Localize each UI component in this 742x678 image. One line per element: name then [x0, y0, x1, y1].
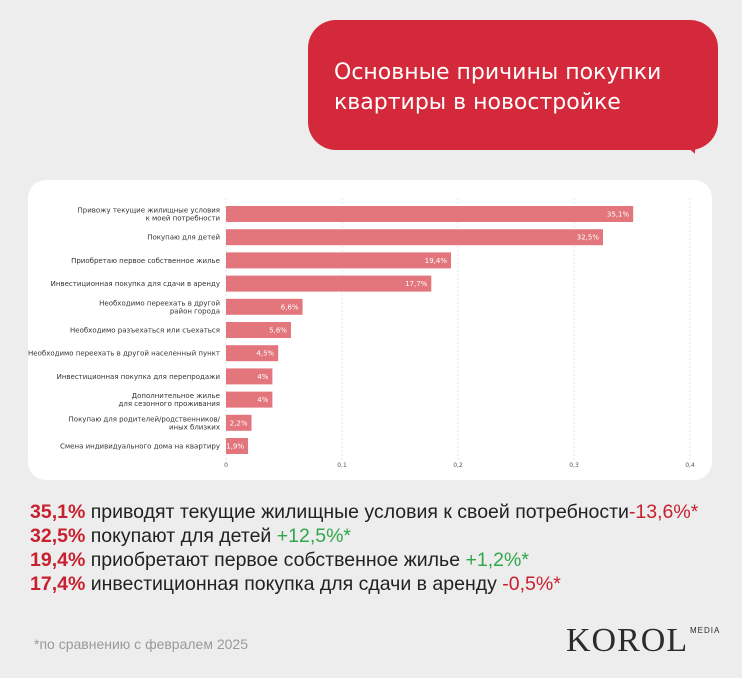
- bar-value-label-7: 4%: [257, 373, 268, 381]
- category-label-10: Смена индивидуального дома на квартиру: [60, 443, 220, 451]
- x-tick-label-3: 0,3: [569, 462, 579, 469]
- bar-6: [226, 345, 279, 362]
- footnote: *по сравнению с февралем 2025: [34, 636, 248, 652]
- bar-10: [226, 438, 249, 454]
- bar-3: [226, 275, 432, 292]
- bar-value-label-4: 6,6%: [281, 303, 299, 311]
- summary-line-3: 19,4% приобретают первое собственное жил…: [30, 548, 720, 572]
- bar-chart: 0 0,1 0,2 0,3 0,4 35,1% Привожу текущие жилищн…: [28, 198, 695, 469]
- category-label-6: Необходимо переехать в другой населенный…: [28, 350, 220, 358]
- bar-7: [226, 368, 273, 385]
- summary-block: 35,1% приводят текущие жилищные условия …: [30, 500, 720, 596]
- korol-logo: KOROL: [566, 622, 689, 659]
- x-tick-label-4: 0,4: [685, 462, 695, 469]
- category-label-1: Покупаю для детей: [147, 234, 220, 242]
- x-tick-label-1: 0,1: [337, 462, 347, 469]
- bar-4: [226, 298, 303, 315]
- bar-value-label-10: 1,9%: [226, 443, 244, 451]
- summary-pct-3: 19,4%: [30, 549, 86, 571]
- bar-value-label-8: 4%: [257, 396, 268, 404]
- bar-value-label-6: 4,5%: [256, 350, 274, 358]
- bar-value-label-1: 32,5%: [577, 234, 600, 242]
- summary-text-1: приводят текущие жилищные условия к свое…: [85, 501, 629, 523]
- bar-8: [226, 391, 273, 408]
- bar-5: [226, 322, 291, 338]
- page-title: Основные причины покупки квартиры в ново…: [334, 60, 662, 115]
- category-label-2: Приобретаю первое собственное жилье: [71, 257, 220, 265]
- summary-line-1: 35,1% приводят текущие жилищные условия …: [30, 500, 720, 524]
- category-label-3: Инвестиционная покупка для сдачи в аренд…: [51, 280, 220, 288]
- category-label-4: Необходимо переехать в другой район город…: [99, 299, 220, 315]
- summary-pct-2: 32,5%: [30, 525, 86, 547]
- summary-text-3: приобретают первое собственное жилье: [85, 549, 466, 571]
- summary-delta-1: -13,6%*: [628, 501, 699, 523]
- summary-text-4: инвестиционная покупка для сдачи в аренд…: [85, 573, 503, 595]
- summary-line-4: 17,4% инвестиционная покупка для сдачи в…: [30, 572, 720, 596]
- bar-value-label-3: 17,7%: [405, 280, 428, 288]
- bar-value-label-0: 35,1%: [607, 211, 630, 219]
- bar-1: [226, 229, 603, 246]
- category-label-9: Покупаю для родителей/родственников/иных…: [69, 415, 221, 431]
- category-label-0: Привожу текущие жилищные условия к моей п…: [77, 207, 220, 223]
- summary-delta-3: +1,2%*: [465, 549, 529, 571]
- summary-line-2: 32,5% покупают для детей +12,5%*: [30, 524, 720, 548]
- bar-value-label-5: 5,6%: [269, 327, 287, 335]
- category-label-7: Инвестиционная покупка для перепродажи: [57, 373, 220, 381]
- x-tick-label-2: 0,2: [453, 462, 463, 469]
- bar-9: [226, 414, 252, 431]
- summary-text-2: покупают для детей: [85, 525, 277, 547]
- x-tick-label-0: 0: [224, 462, 228, 469]
- summary-pct-4: 17,4%: [30, 573, 86, 595]
- category-label-8: Дополнительное жилье для сезонного прожив…: [119, 392, 220, 408]
- bar-value-label-2: 19,4%: [425, 257, 448, 265]
- summary-pct-1: 35,1%: [30, 501, 86, 523]
- bar-0: [226, 206, 634, 222]
- bar-2: [226, 252, 452, 269]
- category-label-5: Необходимо разъехаться или съехаться: [70, 327, 220, 335]
- bar-value-label-9: 2,2%: [230, 419, 248, 427]
- summary-delta-4: -0,5%*: [502, 573, 561, 595]
- korol-logo-media: MEDIA: [690, 626, 721, 635]
- summary-delta-2: +12,5%*: [276, 525, 352, 547]
- title-bubble: [308, 20, 718, 150]
- chart-card: 0 0,1 0,2 0,3 0,4 35,1% Привожу текущие жилищн…: [28, 180, 712, 480]
